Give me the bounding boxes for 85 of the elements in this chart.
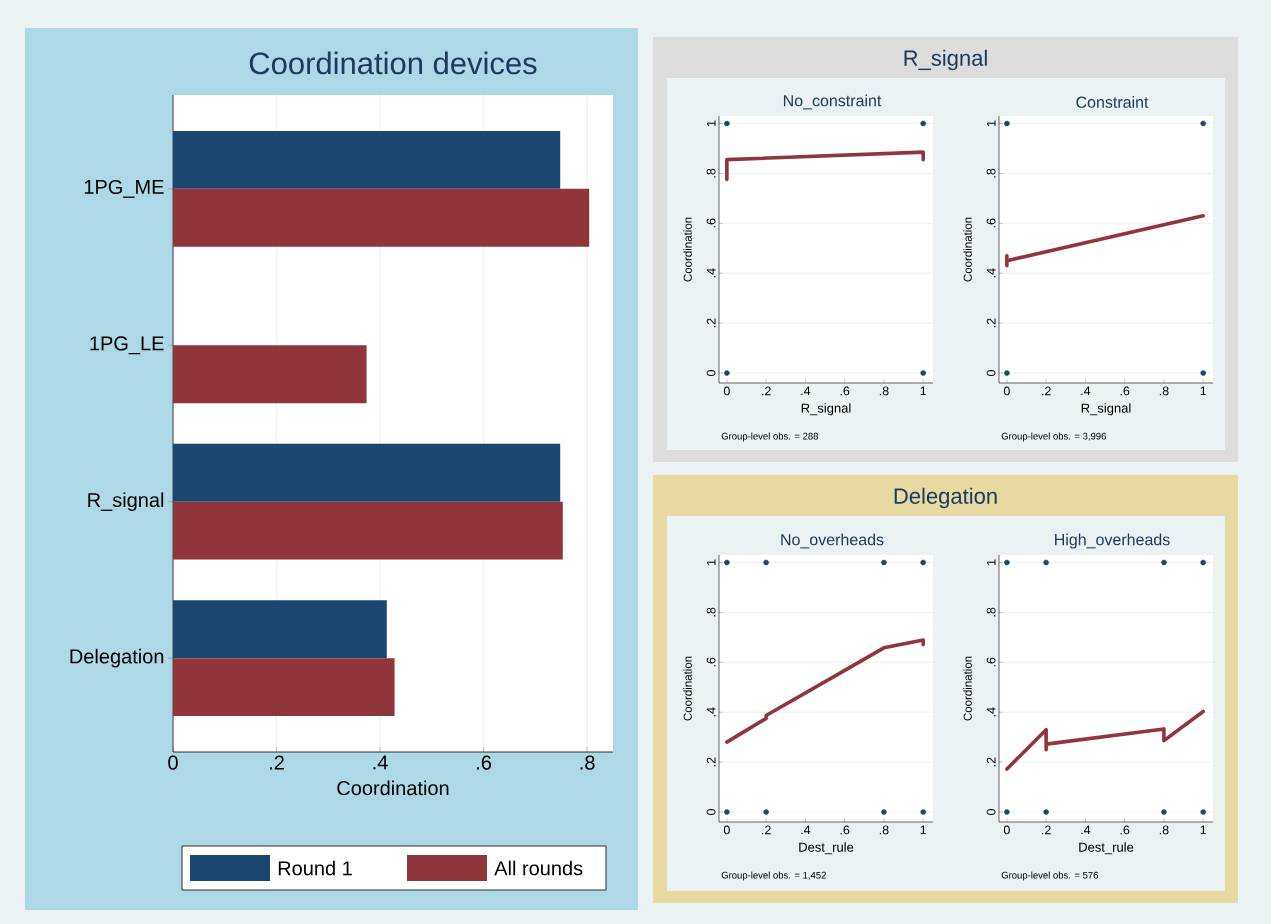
x-tick-label: .8 <box>1159 825 1169 835</box>
chart-title: No_overheads <box>781 533 884 549</box>
chart-title: Coordination devices <box>249 51 537 75</box>
chart-title: High_overheads <box>1055 533 1170 549</box>
x-tick-label: .4 <box>373 755 388 770</box>
y-axis-title: Coordination <box>683 217 692 282</box>
y-tick-label: 0 <box>706 370 716 376</box>
y-tick-label: .6 <box>986 218 996 228</box>
x-axis-title: Dest_rule <box>1079 842 1134 855</box>
x-tick-label: 1 <box>1200 386 1207 396</box>
line-series <box>1005 214 1205 268</box>
x-tick-label: .6 <box>840 825 850 835</box>
y-tick-label: .6 <box>706 218 716 228</box>
x-tick-label: .2 <box>762 386 771 396</box>
x-tick-label: 0 <box>1003 825 1010 835</box>
y-tick-label: .6 <box>706 657 716 667</box>
chart-title: Constraint <box>1076 96 1149 108</box>
x-tick-label: .6 <box>840 386 850 396</box>
x-tick-label: .8 <box>580 755 595 770</box>
x-tick-label: .6 <box>477 755 492 770</box>
y-tick-label: .8 <box>706 607 716 617</box>
x-tick-label: 0 <box>723 825 730 835</box>
y-tick-label: .4 <box>986 707 996 717</box>
x-tick-label: .8 <box>879 386 889 396</box>
x-tick-label: .4 <box>801 386 811 396</box>
line-series <box>725 638 925 744</box>
x-tick-label: .6 <box>1120 386 1130 396</box>
y-axis-title: Coordination <box>963 217 972 282</box>
y-tick-label: .4 <box>706 268 716 278</box>
y-tick-label: 1PG_ME <box>84 179 164 198</box>
y-tick-label: .8 <box>986 168 996 178</box>
y-tick-label: .6 <box>986 657 996 667</box>
legend-label: All rounds <box>494 860 583 876</box>
y-tick-label: R_signal <box>88 492 164 512</box>
y-tick-label: .4 <box>986 268 996 278</box>
line-series <box>1005 709 1205 771</box>
text: Group-level obs. = 576 <box>1001 871 1099 881</box>
y-tick-label: 1 <box>706 120 716 126</box>
x-axis-title: R_signal <box>1081 403 1131 416</box>
y-tick-label: .2 <box>706 318 716 328</box>
bar <box>173 345 367 404</box>
x-tick-label: .2 <box>270 755 284 770</box>
y-tick-label: 0 <box>986 370 996 376</box>
x-tick-label: .6 <box>1120 825 1130 835</box>
legend-label: Round 1 <box>278 860 352 876</box>
y-axis-title: Coordination <box>683 656 692 721</box>
x-axis-title: R_signal <box>801 403 851 416</box>
bar <box>173 130 561 189</box>
x-axis-title: Coordination <box>337 780 449 796</box>
x-tick-label: .4 <box>1081 386 1091 396</box>
bar <box>173 188 590 247</box>
bar <box>173 600 387 659</box>
y-tick-label: .2 <box>986 318 996 328</box>
y-tick-label: 1 <box>986 559 996 565</box>
x-tick-label: .2 <box>762 825 771 835</box>
text: Group-level obs. = 3,996 <box>1001 432 1106 442</box>
x-tick-label: .8 <box>1159 386 1169 396</box>
x-tick-label: 0 <box>168 755 178 770</box>
text: Group-level obs. = 288 <box>721 432 819 442</box>
y-tick-label: 1PG_LE <box>90 336 164 355</box>
y-tick-label: 1 <box>706 559 716 565</box>
y-tick-label: .8 <box>986 607 996 617</box>
text: Group-level obs. = 1,452 <box>721 871 826 881</box>
bar <box>173 658 395 717</box>
bar <box>173 501 563 560</box>
x-tick-label: .4 <box>801 825 811 835</box>
x-tick-label: 0 <box>723 386 730 396</box>
x-tick-label: 0 <box>1003 386 1010 396</box>
x-axis-title: Dest_rule <box>799 842 854 855</box>
x-tick-label: .4 <box>1081 825 1091 835</box>
y-tick-label: .4 <box>706 707 716 717</box>
x-tick-label: 1 <box>920 386 927 396</box>
x-tick-label: 1 <box>920 825 927 835</box>
x-tick-label: .2 <box>1042 825 1051 835</box>
y-tick-label: 0 <box>986 809 996 816</box>
y-axis-title: Coordination <box>963 656 972 721</box>
y-tick-label: 1 <box>986 120 996 126</box>
chart-title: No_constraint <box>783 94 882 110</box>
y-tick-label: 0 <box>706 809 716 816</box>
y-tick-label: Delegation <box>70 648 164 668</box>
x-tick-label: .2 <box>1042 386 1051 396</box>
x-tick-label: 1 <box>1200 825 1207 835</box>
x-tick-label: .8 <box>879 825 889 835</box>
y-tick-label: .8 <box>706 168 716 178</box>
bar <box>173 443 561 502</box>
